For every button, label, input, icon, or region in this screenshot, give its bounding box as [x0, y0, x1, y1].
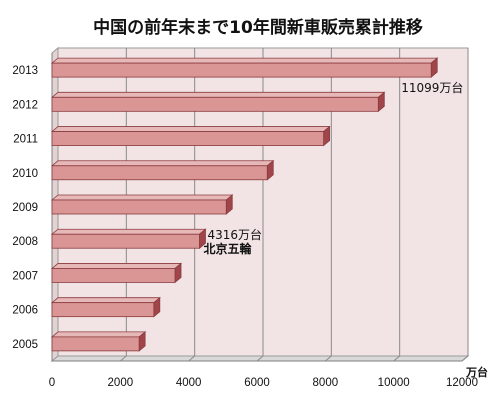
bar-front-face: [51, 165, 268, 181]
bar-2005: [50, 331, 147, 352]
bar-front-face: [51, 268, 176, 283]
bar-top-face: [50, 297, 161, 304]
x-axis-ticks: 0 2000 4000 6000 8000 10000 12000: [49, 377, 478, 389]
bar-top-face: [50, 331, 147, 338]
x-tick-label: 10000: [378, 377, 410, 389]
bar-front-face: [51, 233, 200, 249]
x-axis-unit: 万台: [465, 365, 488, 379]
y-tick-label: 2006: [12, 305, 38, 317]
y-tick-label: 2012: [12, 99, 38, 111]
bar-top-face: [50, 263, 183, 269]
annotation-2013-total: 11099万台: [401, 80, 463, 95]
bar-front-face: [51, 199, 227, 215]
bar-2008: [50, 228, 207, 250]
gridline-floor: [256, 355, 264, 362]
y-tick-label: 2010: [12, 168, 38, 180]
bar-2011: [50, 125, 331, 147]
x-tick-label: 2000: [108, 377, 134, 389]
bar-2013: [50, 57, 439, 78]
bar-front-face: [51, 302, 155, 318]
gridline-floor: [120, 355, 127, 362]
x-tick-label: 12000: [446, 377, 478, 389]
bar-2012: [50, 91, 386, 113]
bar-top-face: [50, 57, 439, 64]
bar-front-face: [51, 131, 325, 146]
gridline-floor: [188, 355, 195, 362]
y-tick-label: 2009: [12, 202, 38, 214]
bar-top-face: [50, 228, 207, 235]
y-tick-label: 2007: [12, 270, 38, 282]
bar-2009: [50, 194, 234, 215]
bar-top-face: [50, 160, 275, 167]
annotation-2008-total: 4316万台: [207, 227, 262, 242]
y-tick-label: 2008: [12, 236, 38, 248]
bar-front-face: [51, 336, 140, 352]
chart-title: 中国の前年末まで10年間新車販売累計推移: [93, 17, 423, 38]
bar-series: [50, 57, 439, 352]
bar-top-face: [50, 194, 234, 201]
y-tick-label: 2011: [13, 134, 38, 146]
annotation-beijing-olympics: 北京五輪: [203, 241, 252, 256]
bar-2006: [50, 296, 161, 318]
bar-front-face: [51, 62, 432, 78]
x-tick-label: 6000: [244, 377, 270, 389]
gridline-floor: [325, 355, 332, 362]
bar-front-face: [51, 96, 379, 112]
y-tick-label: 2013: [12, 65, 38, 77]
bar-top-face: [50, 126, 331, 132]
bar-2007: [50, 262, 183, 284]
y-axis-ticks: 2005 2006 2007 2008 2009 2010 2011 2012 2013: [12, 65, 38, 351]
bar-top-face: [50, 91, 386, 98]
x-tick-label: 0: [49, 377, 55, 389]
bar-2010: [50, 159, 275, 181]
x-tick-label: 8000: [313, 377, 339, 389]
gridline-floor: [461, 355, 469, 362]
x-tick-label: 4000: [176, 377, 202, 389]
y-tick-label: 2005: [12, 339, 38, 351]
gridline-floor: [393, 355, 400, 362]
